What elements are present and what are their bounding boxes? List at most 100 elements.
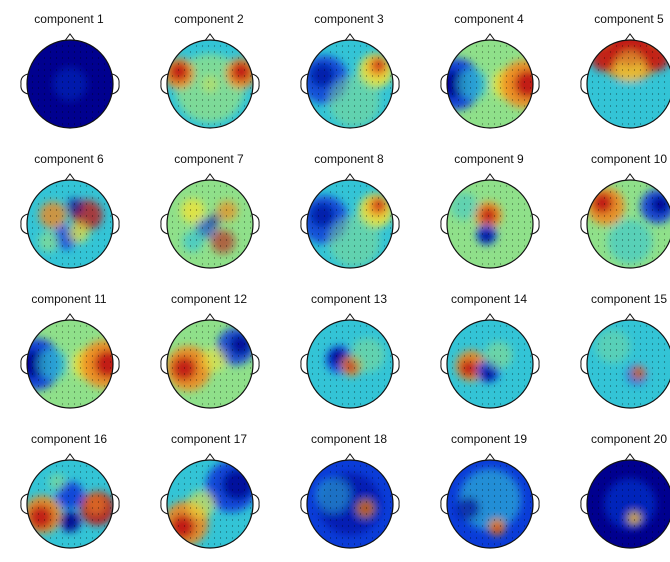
scalp-topomap [440,33,540,129]
component-cell: component 1 [6,0,140,140]
left-ear [160,73,169,95]
right-ear [391,213,400,235]
activation-map [27,460,113,548]
activation-map [587,40,670,128]
nose [63,453,77,463]
component-cell: component 4 [426,0,560,140]
head-outline [306,39,394,129]
component-title: component 15 [590,292,668,306]
left-ear [440,73,449,95]
electrode-dots [451,325,532,405]
activation-map [447,460,533,548]
electrode-dots [171,185,252,265]
electrode-dots [591,465,670,545]
component-cell: component 17 [146,420,280,560]
activation-map [167,320,253,408]
electrode-dots [31,185,112,265]
left-ear [440,213,449,235]
nose [63,173,77,183]
nose [203,453,217,463]
electrode-dots [31,45,112,125]
nose [483,453,497,463]
component-cell: component 7 [146,140,280,280]
left-ear [20,73,29,95]
scalp-topomap [20,313,120,409]
component-cell: component 6 [6,140,140,280]
head-outline [446,319,534,409]
nose [623,313,637,323]
scalp-topomap [440,453,540,549]
activation-map [307,460,393,548]
left-ear [440,353,449,375]
head-outline [166,39,254,129]
scalp-topomap [580,33,670,129]
component-cell: component 12 [146,280,280,420]
activation-map [307,180,393,268]
electrode-dots [451,465,532,545]
activation-map [447,40,533,128]
left-ear [20,493,29,515]
head-outline [586,39,670,129]
scalp-topomap [300,313,400,409]
component-title: component 4 [454,12,524,26]
component-title: component 3 [314,12,384,26]
activation-map [27,320,113,408]
nose [483,173,497,183]
left-ear [440,493,449,515]
component-title: component 16 [30,432,108,446]
component-title: component 11 [31,292,107,306]
right-ear [391,493,400,515]
component-title: component 20 [590,432,668,446]
left-ear [580,353,589,375]
activation-map [167,460,253,548]
head-outline [166,179,254,269]
scalp-topomap [440,313,540,409]
left-ear [300,493,309,515]
right-ear [111,213,120,235]
component-title: component 10 [590,152,668,166]
nose [483,33,497,43]
electrode-dots [311,45,392,125]
right-ear [531,213,540,235]
head-outline [306,459,394,549]
scalp-topomap [440,173,540,269]
component-title: component 13 [310,292,388,306]
component-cell: component 18 [286,420,420,560]
right-ear [391,73,400,95]
activation-map [167,40,253,128]
right-ear [111,353,120,375]
scalp-topomap [20,453,120,549]
electrode-dots [451,45,532,125]
left-ear [580,73,589,95]
scalp-topomap [160,173,260,269]
component-title: component 18 [310,432,388,446]
component-cell: component 10 [566,140,670,280]
nose [343,453,357,463]
component-cell: component 14 [426,280,560,420]
left-ear [160,213,169,235]
activation-map [307,40,393,128]
left-ear [300,353,309,375]
head-outline [586,459,670,549]
right-ear [391,353,400,375]
component-cell: component 15 [566,280,670,420]
component-cell: component 20 [566,420,670,560]
electrode-dots [31,465,112,545]
right-ear [531,493,540,515]
left-ear [20,213,29,235]
scalp-topomap [160,33,260,129]
head-outline [446,459,534,549]
scalp-topomap [300,173,400,269]
right-ear [111,73,120,95]
head-outline [26,179,114,269]
nose [343,33,357,43]
head-outline [26,39,114,129]
nose [203,313,217,323]
component-cell: component 16 [6,420,140,560]
head-outline [306,179,394,269]
nose [203,33,217,43]
head-outline [446,179,534,269]
head-outline [26,459,114,549]
left-ear [580,493,589,515]
